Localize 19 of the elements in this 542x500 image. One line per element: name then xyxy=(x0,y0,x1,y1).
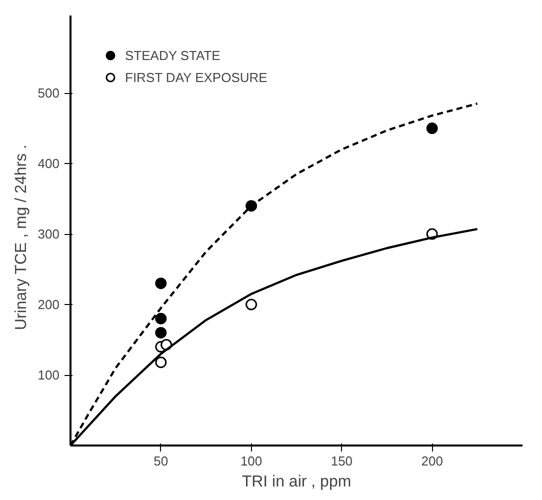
y-axis-title: Urinary TCE , mg / 24hrs . xyxy=(12,144,30,330)
y-tick-label: 500 xyxy=(38,86,60,101)
legend-label: FIRST DAY EXPOSURE xyxy=(125,70,268,84)
x-tick-label: 50 xyxy=(154,454,168,468)
x-tick-label: 100 xyxy=(240,454,262,468)
legend-label: STEADY STATE xyxy=(125,48,220,62)
y-tick-label: 200 xyxy=(38,297,60,312)
point xyxy=(426,122,438,134)
y-tick-label: 300 xyxy=(38,226,60,242)
x-tick-label: 150 xyxy=(330,454,353,468)
point xyxy=(155,326,167,338)
point xyxy=(155,356,167,368)
y-tick-label: 100 xyxy=(38,368,60,383)
point xyxy=(246,298,258,310)
x-tick-label: 200 xyxy=(421,454,443,468)
point xyxy=(155,278,167,290)
x-axis-title: TRI in air , ppm xyxy=(242,474,352,490)
y-tick-label: 400 xyxy=(38,156,60,172)
point xyxy=(155,312,167,324)
